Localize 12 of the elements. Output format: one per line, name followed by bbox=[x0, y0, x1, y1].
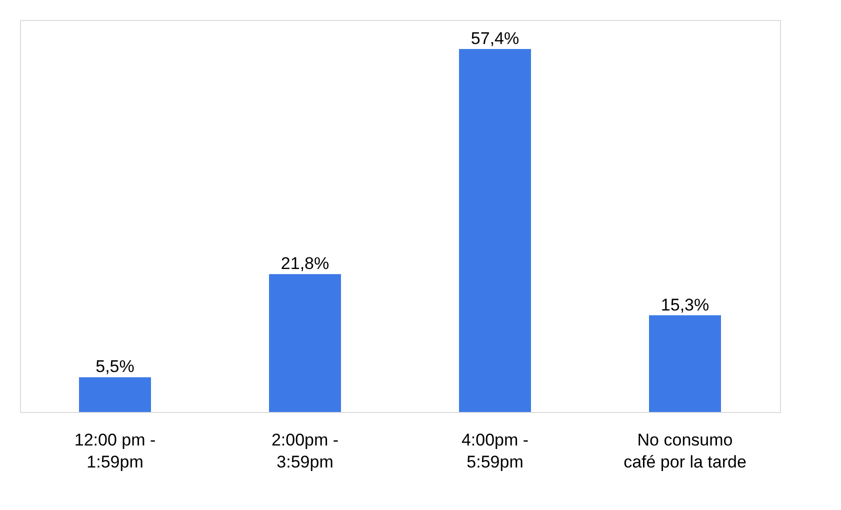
bar bbox=[79, 377, 151, 412]
x-tick-label: 2:00pm - 3:59pm bbox=[271, 430, 339, 472]
bar bbox=[269, 274, 341, 412]
x-tick-label: 4:00pm - 5:59pm bbox=[461, 430, 529, 472]
data-label: 15,3% bbox=[660, 295, 710, 314]
data-label: 21,8% bbox=[280, 254, 330, 274]
bar bbox=[649, 315, 721, 412]
x-tick-label: 12:00 pm - 1:59pm bbox=[74, 430, 156, 472]
data-label: 57,4% bbox=[470, 29, 520, 48]
bar bbox=[459, 49, 531, 412]
data-label: 5,5% bbox=[96, 357, 134, 376]
x-tick-label: No consumo café por la tarde bbox=[624, 430, 746, 472]
